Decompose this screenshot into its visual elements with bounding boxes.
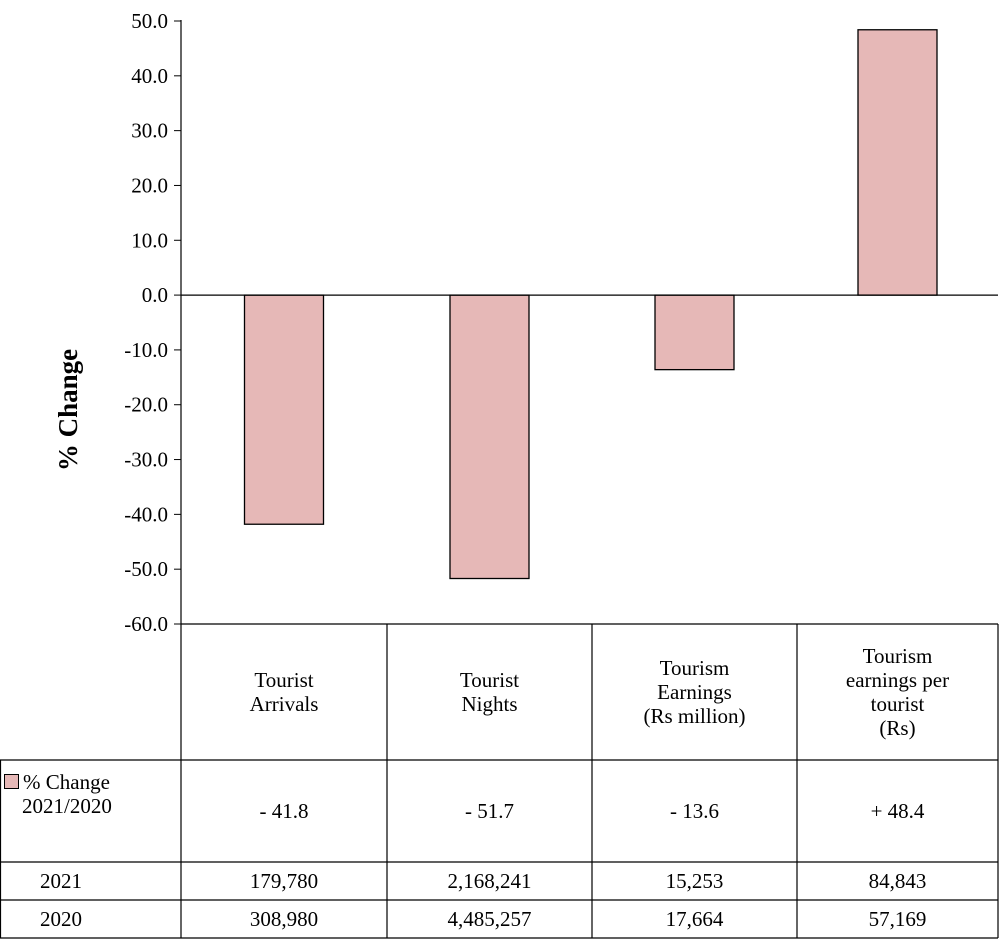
y-tick-label: -60.0 [124,612,168,636]
bar [449,294,530,580]
y-tick-label: 20.0 [131,173,168,197]
table-cell: 57,169 [868,907,927,931]
change-value-cell: + 48.4 [870,799,925,823]
legend: % Change 2021/2020 [0,760,181,862]
category-label: Tourist Arrivals [249,668,319,716]
category-label: Tourist Nights [459,668,520,716]
bar [243,294,325,525]
y-tick-label: -30.0 [124,448,168,472]
table-cell: 4,485,257 [447,907,532,931]
legend-swatch [4,774,19,789]
y-tick-label: 10.0 [131,228,168,252]
y-tick-label: -40.0 [124,502,168,526]
y-axis-label: % Change [53,349,83,471]
table-cell: 17,664 [665,907,724,931]
axes [180,20,998,624]
bars [243,29,938,580]
y-axis-ticks: 50.0 40.0 30.0 20.0 10.0 0.0 -10.0 -20.0 -30.0 -4… [124,9,181,636]
bar [654,294,735,371]
y-tick-label: -20.0 [124,393,168,417]
change-value-cell: - 41.8 [259,799,309,823]
change-value-cell: - 51.7 [465,799,514,823]
data-table-grid [0,623,999,939]
category-label: Tourism earnings per tourist (Rs) [845,644,950,740]
y-tick-label: 50.0 [131,9,168,33]
table-cell: 15,253 [665,869,724,893]
table-cell: 2,168,241 [447,869,532,893]
y-tick-label: -50.0 [124,557,168,581]
y-tick-label: 30.0 [131,119,168,143]
legend-label-line2: 2021/2020 [22,794,112,818]
change-value-cell: - 13.6 [670,799,719,823]
y-tick-label: 40.0 [131,64,168,88]
table-cell: 308,980 [249,907,319,931]
bar [857,29,938,296]
legend-label-line1: % Change [23,770,110,794]
category-label: Tourism Earnings (Rs million) [643,656,746,728]
row-header: 2020 [40,907,82,931]
row-header: 2021 [40,869,82,893]
y-tick-label: -10.0 [124,338,168,362]
table-cell: 179,780 [249,869,319,893]
y-tick-label: 0.0 [142,283,168,307]
table-cell: 84,843 [868,869,927,893]
